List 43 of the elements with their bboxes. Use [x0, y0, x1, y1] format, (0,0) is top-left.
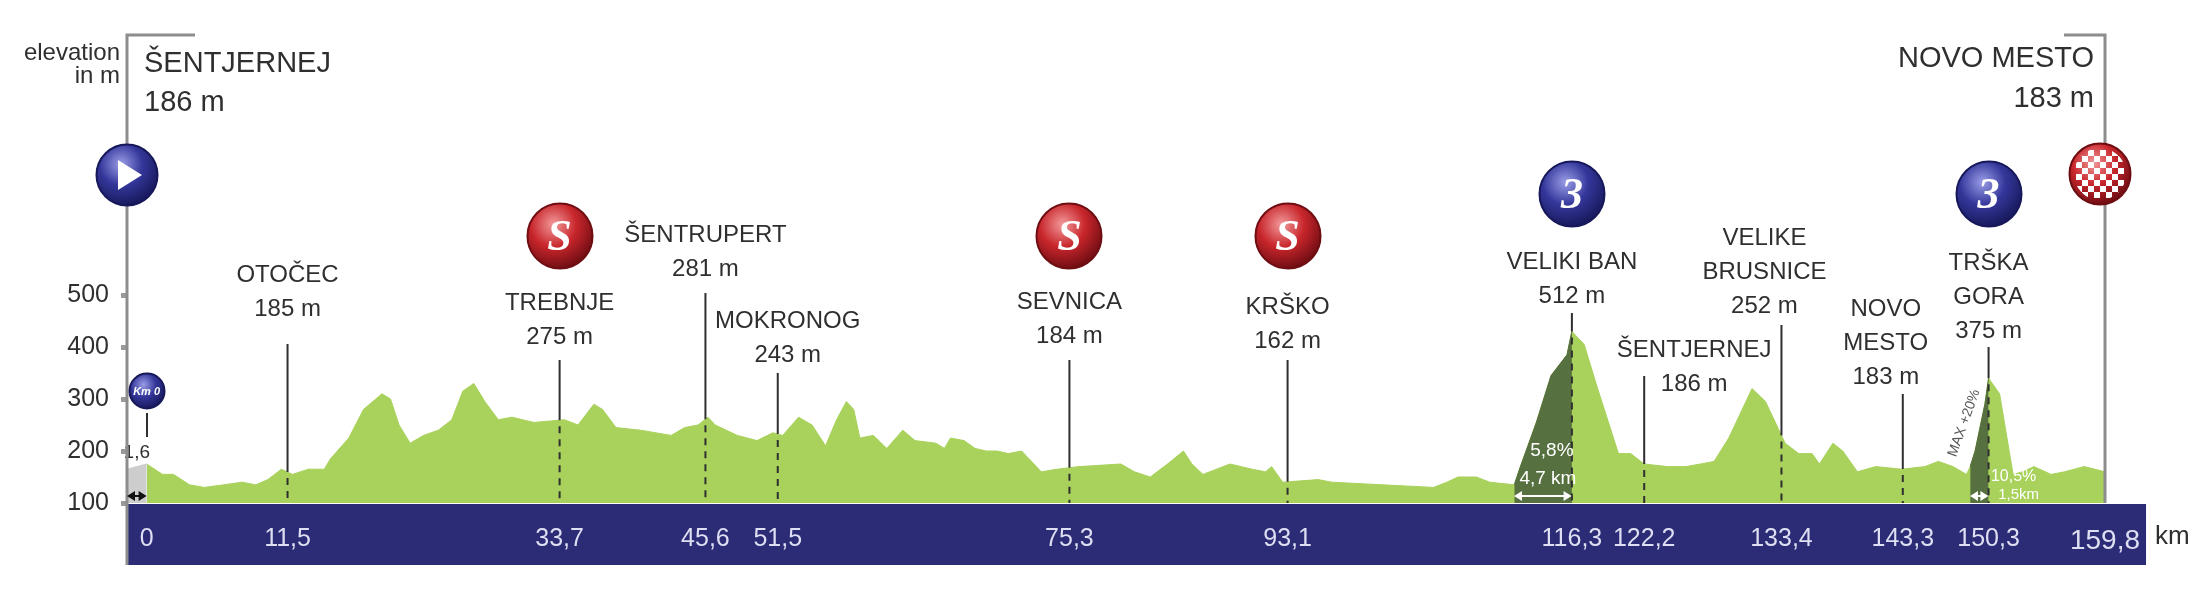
- y-tick-label: 200: [67, 434, 109, 463]
- x-tick-label: 11,5: [264, 522, 311, 551]
- annotation: NOVO MESTO 183 m: [1897, 41, 2094, 113]
- ref-line-label: VELIKE BRUSNICE 252 m: [1702, 222, 1827, 318]
- annotation: Km 0: [133, 384, 161, 397]
- ref-line-label: SEVNICA 184 m: [1016, 286, 1123, 348]
- y-axis-title: elevation in m: [23, 37, 120, 88]
- ref-line-label: ŠENTRUPERT 281 m: [624, 219, 787, 281]
- y-tick-label: 400: [67, 330, 109, 359]
- ref-line-label: TRŠKA GORA 375 m: [1948, 247, 2029, 343]
- x-tick-label: 122,2: [1612, 522, 1676, 551]
- x-tick-label: 75,3: [1045, 522, 1094, 551]
- ref-line-label: OTOČEC 185 m: [236, 259, 339, 321]
- x-tick-label: 150,3: [1957, 522, 2020, 551]
- y-tick-label: 500: [67, 278, 109, 307]
- annotation: 1,5km: [1998, 485, 2039, 503]
- ref-line-label: NOVO MESTO 183 m: [1843, 293, 1929, 389]
- x-tick-label: 133,4: [1750, 522, 1813, 551]
- x-tick-label: 143,3: [1871, 522, 1935, 551]
- annotation: 3: [1977, 169, 2000, 218]
- x-tick-label: 0: [139, 522, 154, 551]
- annotation: 3: [1560, 169, 1583, 218]
- ref-line-label: ŠENTJERNEJ 186 m: [1616, 334, 1772, 396]
- y-tick-label: 300: [67, 382, 109, 411]
- x-tick-label: 45,6: [681, 522, 730, 551]
- x-axis-title: km: [2155, 520, 2190, 551]
- x-tick-label: 51,5: [753, 522, 803, 551]
- annotation: S: [1057, 211, 1082, 260]
- x-tick-label: 33,7: [535, 522, 584, 551]
- x-tick-label: 116,3: [1541, 522, 1603, 551]
- annotation: 5,8%: [1530, 439, 1574, 461]
- ref-line-label: VELIKI BAN 512 m: [1506, 246, 1638, 308]
- x-tick-label: 159,8: [2069, 523, 2141, 555]
- ref-line-label: MOKRONOG 243 m: [715, 305, 861, 367]
- annotation: ŠENTJERNEJ 186 m: [144, 45, 331, 117]
- ref-line-label: TREBNJE 275 m: [504, 287, 615, 349]
- annotation: 4,7 km: [1519, 467, 1577, 489]
- annotation: S: [1275, 211, 1300, 260]
- y-tick-label: 100: [67, 486, 109, 515]
- x-tick-label: 93,1: [1263, 522, 1312, 551]
- ref-line-label: KRŠKO 162 m: [1245, 291, 1330, 353]
- annotation: S: [547, 211, 572, 260]
- annotation: MAX +20%: [1943, 386, 1983, 459]
